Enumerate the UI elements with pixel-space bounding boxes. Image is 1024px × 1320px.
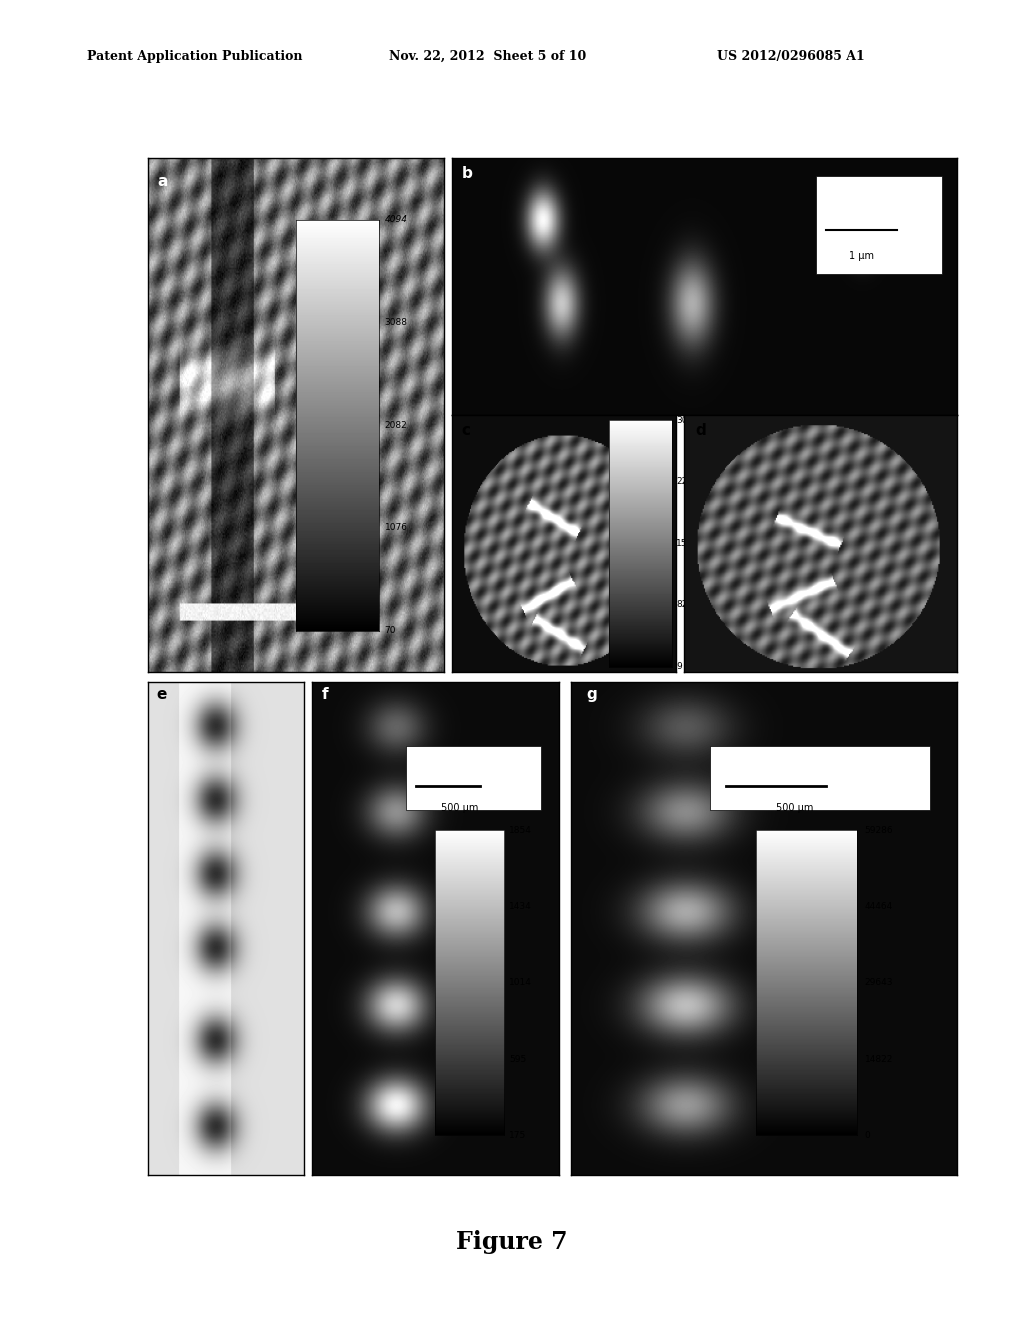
- Text: 1 μm: 1 μm: [849, 251, 873, 261]
- Text: 14822: 14822: [864, 1055, 893, 1064]
- Text: 70: 70: [385, 626, 396, 635]
- Text: 154: 154: [676, 539, 693, 548]
- Text: 0: 0: [864, 1131, 870, 1140]
- Text: 500 μm: 500 μm: [441, 803, 478, 813]
- Text: 300: 300: [676, 416, 693, 425]
- Text: 82: 82: [676, 601, 688, 610]
- FancyBboxPatch shape: [816, 177, 942, 273]
- Text: 595: 595: [509, 1055, 526, 1064]
- Text: c: c: [461, 422, 470, 438]
- Text: 1076: 1076: [385, 524, 408, 532]
- FancyBboxPatch shape: [710, 746, 931, 810]
- Text: g: g: [587, 688, 597, 702]
- Text: US 2012/0296085 A1: US 2012/0296085 A1: [717, 50, 864, 63]
- Text: 1014: 1014: [509, 978, 532, 987]
- Text: Figure 7: Figure 7: [456, 1230, 568, 1254]
- Text: 9: 9: [676, 663, 682, 671]
- Text: 29643: 29643: [864, 978, 893, 987]
- Text: Patent Application Publication: Patent Application Publication: [87, 50, 302, 63]
- Text: d: d: [695, 422, 707, 438]
- Text: f: f: [322, 688, 329, 702]
- Text: 2082: 2082: [385, 421, 408, 430]
- Text: 1854: 1854: [509, 825, 532, 834]
- FancyBboxPatch shape: [406, 746, 542, 810]
- Text: 1434: 1434: [509, 902, 532, 911]
- Text: Nov. 22, 2012  Sheet 5 of 10: Nov. 22, 2012 Sheet 5 of 10: [389, 50, 587, 63]
- Text: b: b: [462, 166, 473, 181]
- Text: 227: 227: [676, 478, 693, 486]
- Text: 4094: 4094: [385, 215, 408, 224]
- Text: e: e: [157, 688, 167, 702]
- Text: 500 μm: 500 μm: [776, 803, 814, 813]
- Text: 59286: 59286: [864, 825, 893, 834]
- Text: 3088: 3088: [385, 318, 408, 327]
- Text: 44464: 44464: [864, 902, 893, 911]
- Text: 175: 175: [509, 1131, 526, 1140]
- Text: a: a: [158, 174, 168, 189]
